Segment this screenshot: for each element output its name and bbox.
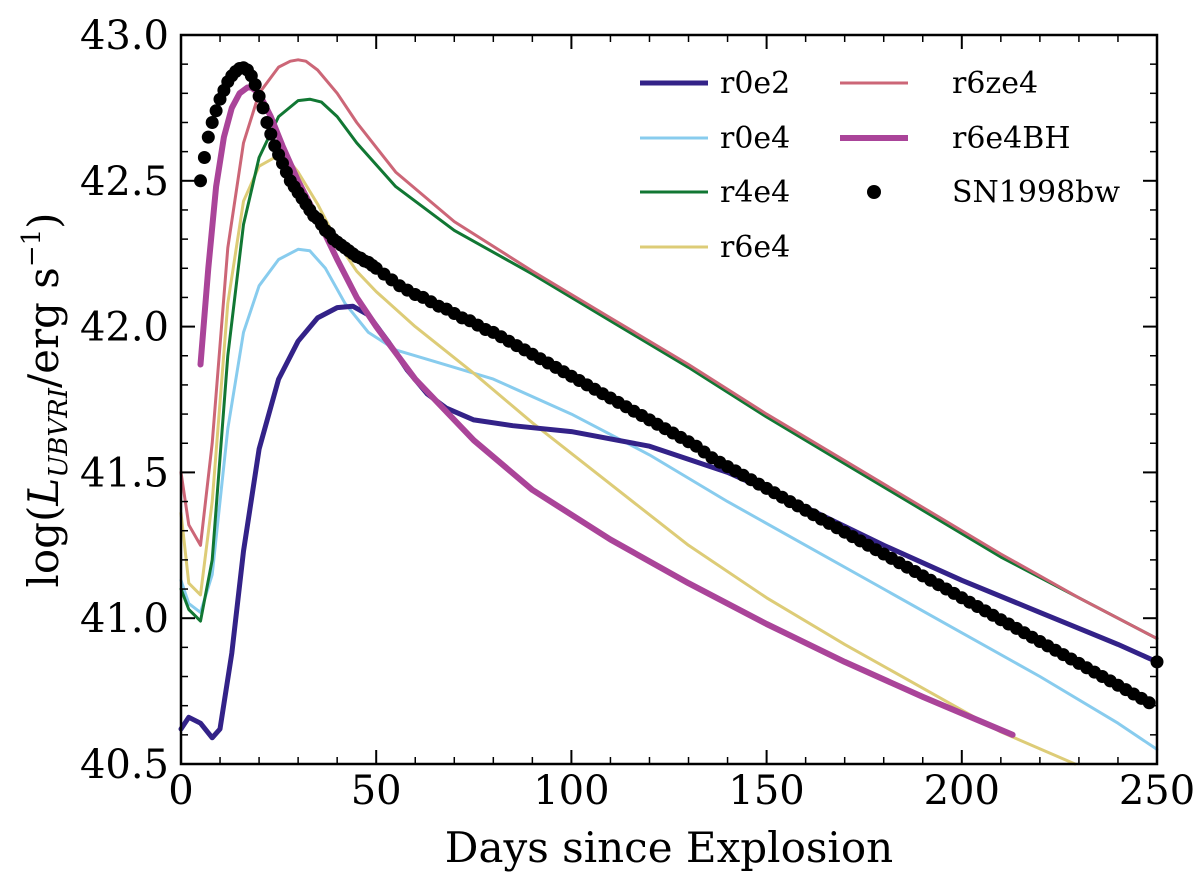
series-line-r6ze4	[179, 58, 1159, 641]
y-tick-label: 41.0	[80, 596, 169, 642]
data-point-SN1998bw	[201, 130, 215, 144]
y-tick-label: 41.5	[80, 450, 169, 496]
series-line-r0e4	[179, 247, 1159, 751]
x-tick-label: 0	[168, 768, 193, 814]
legend-item-r6e4: r6e4	[640, 230, 790, 265]
legend-item-r0e4: r0e4	[640, 121, 790, 156]
legend-label: r0e2	[720, 66, 790, 101]
y-tick-label: 42.5	[80, 159, 169, 205]
data-point-SN1998bw	[260, 116, 274, 129]
series-SN1998bw	[194, 61, 1164, 710]
legend-item-SN1998bw: SN1998bw	[867, 175, 1120, 210]
plot-frame	[179, 33, 1159, 766]
legend-label: SN1998bw	[952, 175, 1120, 210]
x-tick-label: 50	[351, 768, 402, 814]
legend-item-r0e2: r0e2	[640, 66, 790, 101]
x-tick-label: 100	[533, 768, 609, 814]
legend-label: r6e4	[720, 230, 790, 265]
y-tick-label: 43.0	[80, 13, 169, 59]
x-tick-label: 150	[728, 768, 804, 814]
x-axis-label: Days since Explosion	[445, 823, 893, 872]
data-point-SN1998bw	[209, 104, 223, 118]
data-point-SN1998bw	[248, 78, 262, 92]
legend-label: r4e4	[720, 175, 790, 210]
legend-label: r6ze4	[952, 66, 1038, 101]
series-layer	[178, 58, 1164, 766]
data-point-SN1998bw	[256, 101, 270, 115]
y-axis-label: log(LUBVRI/erg s−1)	[17, 212, 74, 587]
legend-marker	[867, 185, 881, 199]
x-tick-label: 200	[924, 768, 1000, 814]
legend: r0e2 r0e4 r4e4 r6e4 r6ze4 r6e4BH SN1998bw	[640, 66, 1120, 265]
data-point-SN1998bw	[1142, 696, 1156, 710]
data-point-SN1998bw	[264, 127, 278, 141]
data-point-SN1998bw	[194, 174, 207, 188]
data-point-SN1998bw	[205, 116, 219, 129]
legend-item-r6ze4: r6ze4	[840, 66, 1038, 101]
legend-item-r6e4BH: r6e4BH	[840, 121, 1070, 156]
legend-label: r6e4BH	[952, 121, 1070, 156]
y-tick-label: 42.0	[80, 305, 169, 351]
data-point-SN1998bw	[252, 89, 266, 103]
legend-label: r0e4	[720, 121, 790, 156]
x-tick-label: 250	[1119, 768, 1195, 814]
y-tick-label: 40.5	[80, 742, 169, 788]
data-point-SN1998bw	[197, 151, 211, 164]
series-line-r4e4	[179, 97, 1159, 641]
legend-item-r4e4: r4e4	[640, 175, 790, 210]
